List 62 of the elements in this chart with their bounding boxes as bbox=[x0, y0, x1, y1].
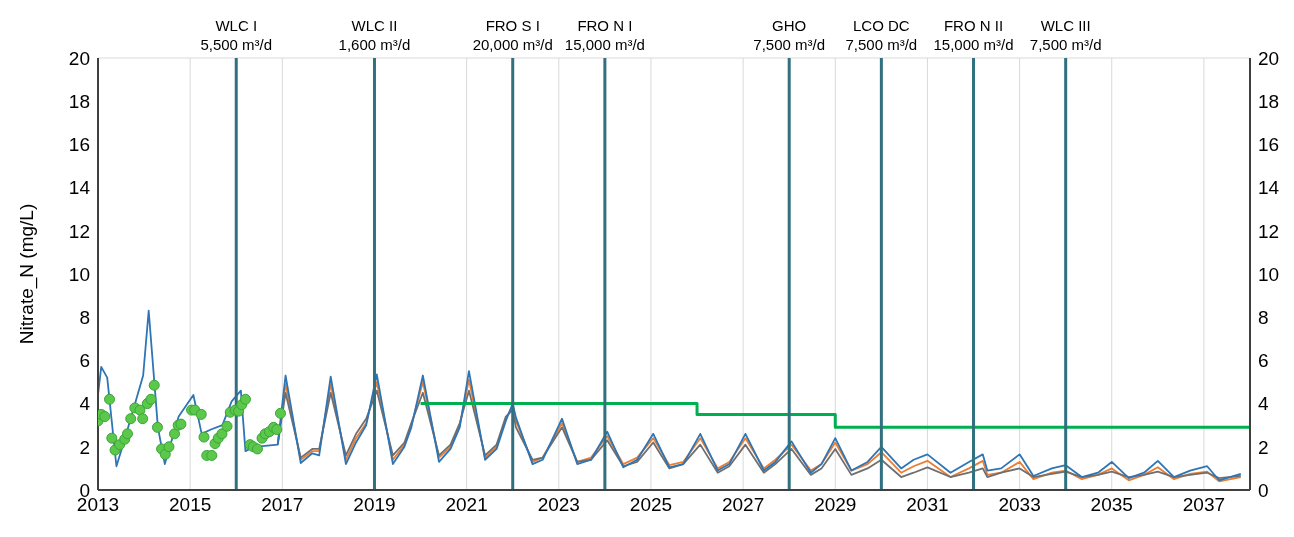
y2-tick-label: 10 bbox=[1258, 263, 1280, 285]
y2-tick-label: 8 bbox=[1258, 306, 1269, 328]
point bbox=[168, 428, 180, 440]
point bbox=[104, 393, 116, 405]
x-tick-label: 2037 bbox=[1182, 494, 1226, 516]
point bbox=[195, 408, 207, 420]
y2-tick-label: 18 bbox=[1258, 90, 1280, 112]
y-tick-label: 10 bbox=[68, 263, 90, 285]
point bbox=[198, 431, 210, 443]
y-axis-title: Nitrate_N (mg/L) bbox=[15, 203, 38, 345]
ref-line-label: WLC II 1,600 m³/d bbox=[338, 17, 411, 53]
point bbox=[274, 407, 286, 419]
point bbox=[148, 379, 160, 391]
line-series bbox=[98, 309, 1242, 482]
x-tick-label: 2033 bbox=[998, 494, 1041, 516]
y-tick-label: 16 bbox=[68, 134, 90, 156]
x-tick-label: 2031 bbox=[906, 494, 949, 516]
x-tick-label: 2027 bbox=[721, 494, 765, 516]
y-tick-label: 8 bbox=[79, 306, 90, 328]
ref-line-label: FRO N II 15,000 m³/d bbox=[933, 17, 1014, 53]
point bbox=[163, 441, 175, 453]
y2-tick-label: 20 bbox=[1258, 47, 1280, 69]
y-tick-label: 2 bbox=[79, 436, 90, 458]
y2-tick-label: 12 bbox=[1258, 220, 1280, 242]
y-tick-label: 18 bbox=[68, 90, 90, 112]
x-tick-label: 2029 bbox=[814, 494, 857, 516]
ref-line-label: FRO N I 15,000 m³/d bbox=[564, 17, 645, 53]
ref-line-label: GHO 7,500 m³/d bbox=[753, 17, 826, 53]
x-tick-label: 2019 bbox=[353, 494, 396, 516]
y-tick-label: 4 bbox=[79, 393, 91, 415]
point bbox=[125, 413, 137, 425]
x-tick-label: 2023 bbox=[537, 494, 580, 516]
ref-line-label: WLC III 7,500 m³/d bbox=[1029, 17, 1102, 53]
x-tick-label: 2035 bbox=[1090, 494, 1133, 516]
point bbox=[145, 393, 157, 405]
point bbox=[137, 413, 149, 425]
point bbox=[251, 443, 263, 455]
point bbox=[221, 420, 233, 432]
y-tick-label: 14 bbox=[68, 177, 91, 199]
y2-tick-label: 14 bbox=[1258, 177, 1280, 199]
point bbox=[106, 432, 118, 444]
point bbox=[121, 428, 133, 440]
y2-tick-label: 6 bbox=[1258, 350, 1269, 372]
y2-tick-label: 0 bbox=[1258, 479, 1269, 501]
x-tick-label: 2025 bbox=[629, 494, 673, 516]
point bbox=[239, 393, 251, 405]
point bbox=[151, 421, 163, 433]
point bbox=[99, 411, 111, 423]
y-tick-label: 20 bbox=[68, 47, 90, 69]
x-tick-label: 2017 bbox=[261, 494, 304, 516]
point bbox=[206, 449, 218, 461]
ref-line-label: FRO S I 20,000 m³/d bbox=[472, 17, 553, 53]
ref-line-label: LCO DC 7,500 m³/d bbox=[845, 17, 918, 53]
point bbox=[216, 428, 228, 440]
ref-line-label: WLC I 5,500 m³/d bbox=[200, 17, 273, 53]
y2-tick-label: 2 bbox=[1258, 436, 1269, 458]
y-tick-label: 6 bbox=[79, 350, 90, 372]
y2-tick-label: 16 bbox=[1258, 134, 1280, 156]
y-tick-label: 12 bbox=[68, 220, 90, 242]
x-tick-label: 2015 bbox=[169, 494, 212, 516]
y2-tick-label: 4 bbox=[1258, 393, 1269, 415]
x-tick-label: 2021 bbox=[445, 494, 488, 516]
